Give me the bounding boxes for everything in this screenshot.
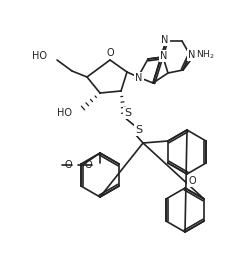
Text: HO: HO — [32, 51, 47, 61]
Text: O: O — [84, 160, 92, 170]
Text: O: O — [64, 160, 72, 170]
Text: HO: HO — [57, 108, 72, 118]
Text: S: S — [124, 108, 131, 118]
Text: S: S — [135, 125, 143, 135]
Text: N: N — [188, 50, 196, 60]
Text: N: N — [161, 35, 169, 45]
Text: O: O — [188, 176, 196, 186]
Text: O: O — [106, 48, 114, 58]
Text: N: N — [135, 73, 143, 83]
Text: N: N — [160, 51, 168, 61]
Text: NH$_2$: NH$_2$ — [196, 49, 215, 61]
